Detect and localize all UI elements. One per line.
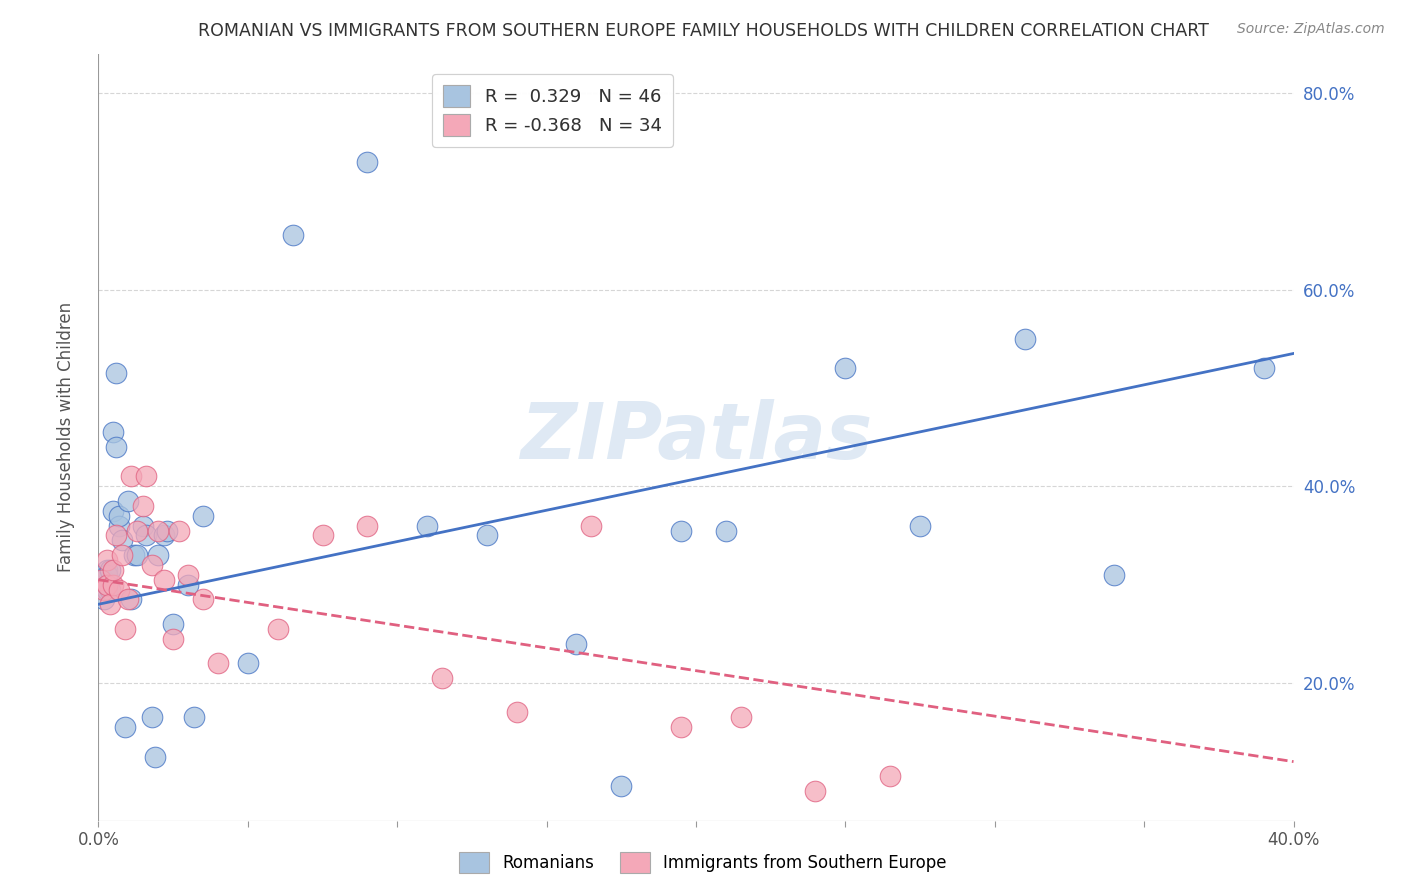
Point	[730, 710, 752, 724]
Point	[167, 524, 190, 538]
Point	[610, 779, 633, 793]
Point	[191, 508, 214, 523]
Legend: Romanians, Immigrants from Southern Europe: Romanians, Immigrants from Southern Euro…	[453, 846, 953, 880]
Text: Source: ZipAtlas.com: Source: ZipAtlas.com	[1237, 22, 1385, 37]
Point	[156, 524, 179, 538]
Point	[93, 582, 115, 597]
Point	[132, 518, 155, 533]
Point	[93, 573, 115, 587]
Point	[117, 494, 139, 508]
Point	[191, 592, 214, 607]
Point	[1104, 567, 1126, 582]
Point	[108, 582, 131, 597]
Point	[111, 548, 134, 562]
Point	[834, 361, 856, 376]
Point	[148, 524, 170, 538]
Point	[143, 749, 166, 764]
Point	[669, 524, 692, 538]
Point	[98, 563, 122, 577]
Point	[207, 657, 229, 671]
Point	[105, 440, 128, 454]
Point	[96, 567, 118, 582]
Y-axis label: Family Households with Children: Family Households with Children	[56, 302, 75, 572]
Point	[430, 671, 453, 685]
Point	[103, 504, 125, 518]
Point	[1014, 332, 1036, 346]
Point	[153, 573, 176, 587]
Point	[153, 528, 176, 542]
Point	[120, 469, 142, 483]
Point	[356, 518, 378, 533]
Point	[103, 577, 125, 591]
Point	[311, 528, 333, 542]
Text: ROMANIAN VS IMMIGRANTS FROM SOUTHERN EUROPE FAMILY HOUSEHOLDS WITH CHILDREN CORR: ROMANIAN VS IMMIGRANTS FROM SOUTHERN EUR…	[198, 22, 1208, 40]
Point	[127, 548, 149, 562]
Point	[93, 592, 115, 607]
Point	[108, 518, 131, 533]
Point	[96, 577, 118, 591]
Legend: R =  0.329   N = 46, R = -0.368   N = 34: R = 0.329 N = 46, R = -0.368 N = 34	[433, 74, 672, 147]
Point	[98, 582, 122, 597]
Point	[103, 425, 125, 439]
Point	[96, 563, 118, 577]
Point	[506, 706, 529, 720]
Point	[96, 582, 118, 597]
Point	[162, 632, 184, 646]
Point	[114, 720, 136, 734]
Point	[804, 784, 827, 798]
Point	[267, 622, 290, 636]
Point	[236, 657, 259, 671]
Point	[714, 524, 737, 538]
Point	[90, 573, 112, 587]
Point	[879, 769, 901, 783]
Point	[177, 567, 200, 582]
Point	[108, 508, 131, 523]
Text: ZIPatlas: ZIPatlas	[520, 399, 872, 475]
Point	[475, 528, 498, 542]
Point	[162, 616, 184, 631]
Point	[1253, 361, 1275, 376]
Point	[581, 518, 603, 533]
Point	[356, 154, 378, 169]
Point	[141, 710, 163, 724]
Point	[908, 518, 931, 533]
Point	[117, 592, 139, 607]
Point	[105, 366, 128, 380]
Point	[111, 533, 134, 548]
Point	[103, 563, 125, 577]
Point	[148, 548, 170, 562]
Point	[565, 637, 588, 651]
Point	[114, 622, 136, 636]
Point	[120, 592, 142, 607]
Point	[124, 548, 146, 562]
Point	[96, 577, 118, 591]
Point	[90, 577, 112, 591]
Point	[96, 553, 118, 567]
Point	[416, 518, 439, 533]
Point	[183, 710, 205, 724]
Point	[132, 499, 155, 513]
Point	[127, 524, 149, 538]
Point	[98, 597, 122, 611]
Point	[669, 720, 692, 734]
Point	[141, 558, 163, 572]
Point	[135, 469, 157, 483]
Point	[177, 577, 200, 591]
Point	[135, 528, 157, 542]
Point	[281, 228, 304, 243]
Point	[105, 528, 128, 542]
